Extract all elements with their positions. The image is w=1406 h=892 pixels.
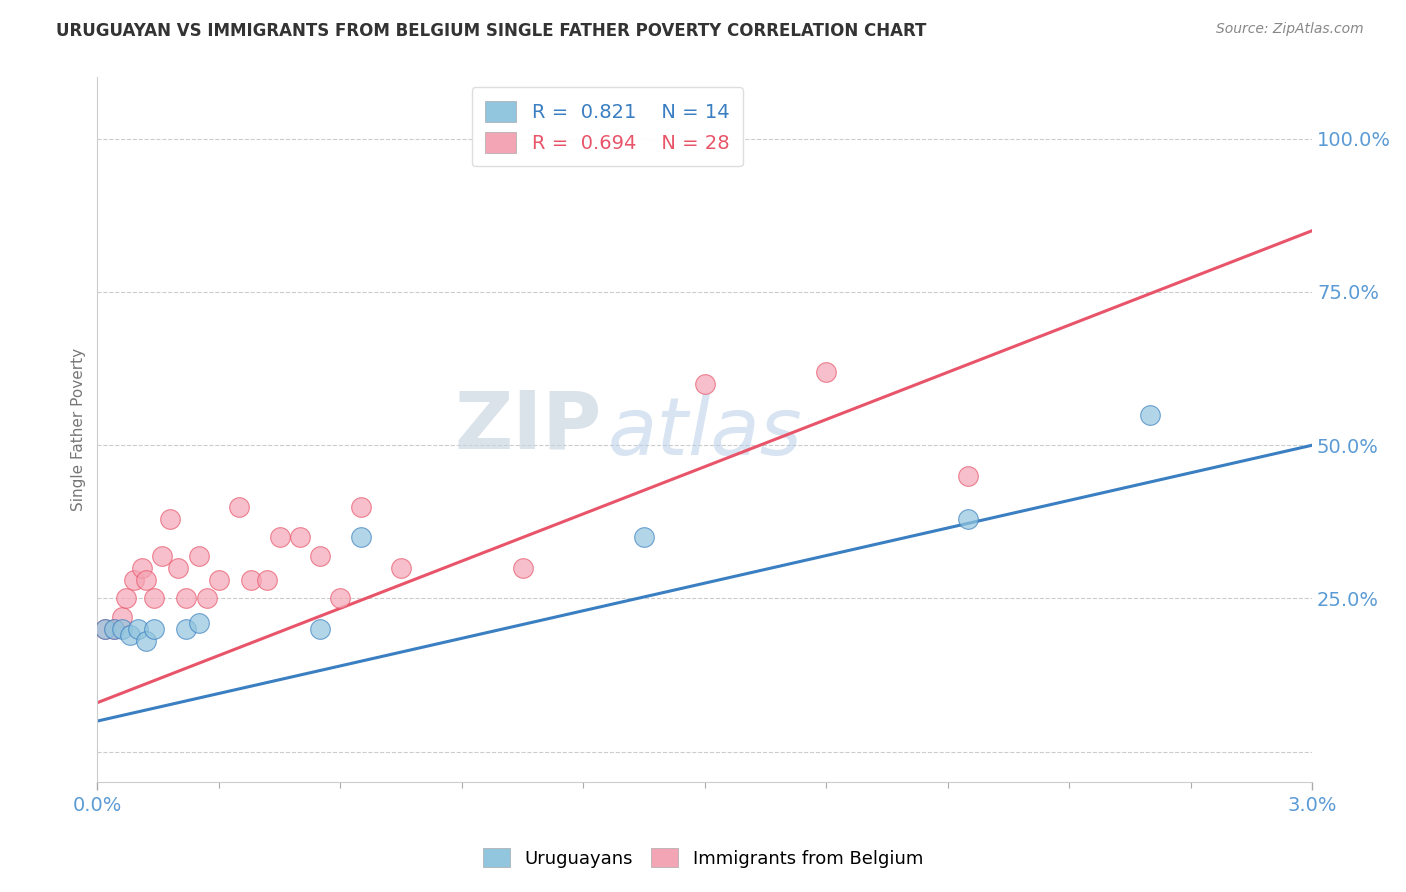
Point	[329, 591, 352, 606]
Point	[349, 530, 371, 544]
Point	[187, 549, 209, 563]
Point	[94, 622, 117, 636]
Point	[135, 573, 157, 587]
Point	[135, 634, 157, 648]
Point	[122, 573, 145, 587]
Text: URUGUAYAN VS IMMIGRANTS FROM BELGIUM SINGLE FATHER POVERTY CORRELATION CHART: URUGUAYAN VS IMMIGRANTS FROM BELGIUM SIN…	[56, 22, 927, 40]
Point	[131, 561, 153, 575]
Point	[176, 622, 198, 636]
Y-axis label: Single Father Poverty: Single Father Poverty	[72, 349, 86, 511]
Point	[167, 561, 190, 575]
Point	[176, 591, 198, 606]
Text: Source: ZipAtlas.com: Source: ZipAtlas.com	[1216, 22, 1364, 37]
Point	[956, 468, 979, 483]
Point	[208, 573, 231, 587]
Point	[111, 610, 134, 624]
Legend: R =  0.821    N = 14, R =  0.694    N = 28: R = 0.821 N = 14, R = 0.694 N = 28	[471, 87, 742, 167]
Point	[187, 615, 209, 630]
Point	[633, 530, 655, 544]
Point	[693, 376, 716, 391]
Legend: Uruguayans, Immigrants from Belgium: Uruguayans, Immigrants from Belgium	[472, 838, 934, 879]
Point	[195, 591, 218, 606]
Point	[269, 530, 291, 544]
Point	[118, 628, 141, 642]
Point	[256, 573, 278, 587]
Point	[143, 591, 166, 606]
Point	[309, 549, 332, 563]
Point	[94, 622, 117, 636]
Point	[111, 622, 134, 636]
Point	[309, 622, 332, 636]
Point	[159, 512, 181, 526]
Point	[1139, 408, 1161, 422]
Point	[815, 365, 838, 379]
Point	[103, 622, 125, 636]
Point	[389, 561, 412, 575]
Point	[228, 500, 250, 514]
Point	[143, 622, 166, 636]
Point	[103, 622, 125, 636]
Point	[288, 530, 311, 544]
Point	[512, 561, 534, 575]
Point	[150, 549, 173, 563]
Point	[240, 573, 263, 587]
Text: atlas: atlas	[607, 394, 803, 473]
Point	[349, 500, 371, 514]
Text: ZIP: ZIP	[454, 387, 602, 466]
Point	[114, 591, 136, 606]
Point	[127, 622, 149, 636]
Point	[956, 512, 979, 526]
